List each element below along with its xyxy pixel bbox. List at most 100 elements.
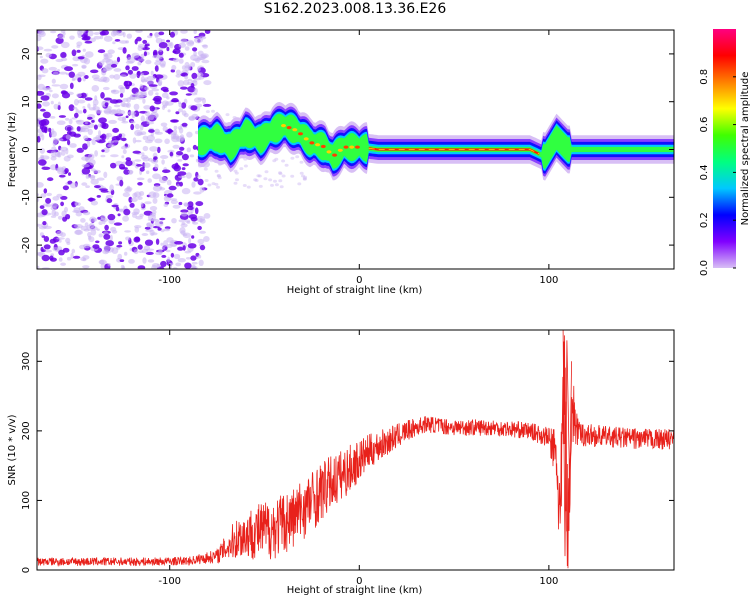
noise-speckle [40,59,48,64]
y-tick-label: 10 [21,95,32,108]
y-tick-label: 0 [21,146,32,152]
noise-speckle [179,59,184,64]
signal-peak [304,137,309,140]
noise-speckle [40,205,45,209]
noise-speckle [41,126,47,133]
noise-speckle [101,190,109,193]
noise-speckle [174,126,178,130]
noise-speckle [184,203,189,207]
noise-speckle [140,124,144,130]
noise-speckle [118,110,125,115]
noise-speckle [191,83,195,88]
noise-speckle [102,123,109,129]
noise-speckle [158,79,162,85]
noise-speckle [155,65,159,72]
noise-speckle [243,184,247,187]
noise-speckle [60,263,66,266]
noise-speckle [45,250,53,253]
noise-speckle [42,255,50,261]
noise-speckle [179,127,183,134]
noise-speckle [197,226,202,230]
noise-speckle [42,209,48,215]
noise-speckle [190,105,197,110]
noise-speckle [90,70,98,74]
noise-speckle [104,36,113,42]
noise-speckle [170,132,176,135]
noise-speckle [204,213,211,219]
noise-speckle [80,128,89,133]
noise-speckle [156,239,159,245]
noise-speckle [134,249,139,254]
noise-speckle [144,87,149,91]
noise-speckle [184,263,191,269]
noise-speckle [64,66,73,71]
noise-speckle [72,210,80,213]
signal-peak [315,143,320,146]
noise-speckle [40,56,43,59]
noise-speckle [107,198,113,203]
noise-speckle [56,59,64,62]
noise-speckle [122,98,128,102]
noise-speckle [128,111,137,115]
noise-speckle [108,263,111,266]
noise-speckle [186,93,192,96]
noise-speckle [172,164,180,170]
noise-speckle [112,230,118,234]
noise-speckle [290,157,294,160]
noise-speckle [178,103,182,108]
y-axis-label: SNR (10 * v/v) [7,414,18,485]
noise-speckle [92,139,96,145]
noise-speckle [111,64,117,68]
noise-speckle [171,120,178,122]
noise-speckle [161,123,168,127]
y-tick-label: 100 [21,491,32,510]
noise-speckle [113,90,116,93]
noise-speckle [139,191,144,196]
noise-speckle [77,50,81,53]
noise-speckle [73,107,77,110]
noise-speckle [104,68,112,71]
noise-speckle [145,111,150,116]
noise-speckle [173,205,181,209]
x-axis-label: Height of straight line (km) [287,285,423,296]
noise-speckle [83,244,91,248]
snr-frame [37,330,674,570]
noise-speckle [278,171,282,174]
noise-speckle [82,106,85,109]
noise-speckle [41,119,49,126]
noise-speckle [137,132,142,136]
noise-speckle [172,51,176,53]
noise-speckle [87,117,93,120]
noise-speckle [265,170,269,173]
noise-speckle [119,134,123,138]
colorbar-tick-label: 0.8 [699,69,710,85]
noise-speckle [153,156,157,160]
noise-speckle [78,33,82,38]
signal-peak [321,145,326,148]
noise-speckle [61,42,70,48]
noise-speckle [147,178,152,183]
noise-speckle [144,201,151,204]
noise-speckle [123,47,127,54]
noise-speckle [160,155,168,159]
noise-speckle [190,255,196,260]
noise-speckle [92,74,100,79]
noise-speckle [72,49,77,56]
noise-speckle [194,97,202,102]
noise-speckle [94,185,101,188]
noise-speckle [49,67,58,71]
noise-speckle [51,131,57,138]
noise-speckle [143,146,149,151]
noise-speckle [138,58,145,61]
noise-speckle [67,155,74,159]
noise-speckle [99,260,107,265]
y-tick-label: 20 [21,48,32,61]
noise-speckle [142,257,146,264]
noise-speckle [50,116,56,119]
noise-speckle [200,187,205,193]
noise-speckle [146,171,149,175]
noise-speckle [200,219,206,224]
noise-speckle [89,223,95,228]
noise-speckle [158,32,164,36]
noise-speckle [195,201,203,206]
